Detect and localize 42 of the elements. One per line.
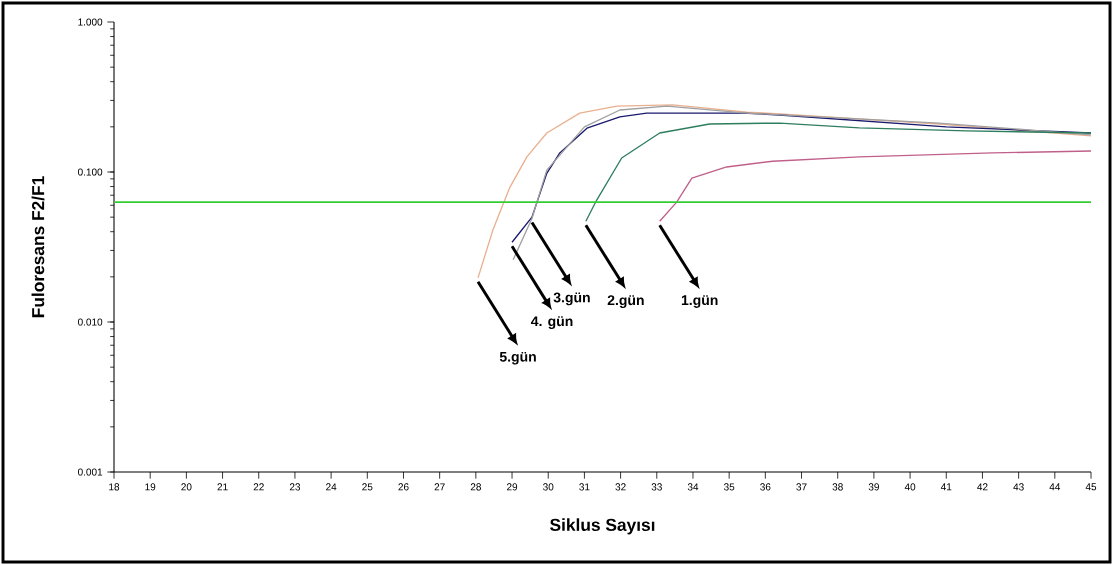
- x-tick-label: 25: [362, 483, 373, 491]
- x-tick-label: 38: [832, 483, 843, 491]
- x-tick-label: 24: [326, 483, 337, 491]
- x-tick-label: 34: [687, 483, 699, 491]
- y-tick-label: 0.010: [78, 318, 103, 326]
- x-tick-label: 44: [1049, 483, 1061, 491]
- x-tick-label: 28: [470, 483, 481, 491]
- x-tick-label: 21: [217, 483, 228, 491]
- x-tick-label: 39: [868, 483, 879, 491]
- x-tick-label: 36: [760, 483, 771, 491]
- x-tick-label: 37: [796, 483, 807, 491]
- x-tick-label: 27: [434, 483, 445, 491]
- y-tick-label: 0.100: [78, 168, 103, 176]
- y-axis-title: Fuloresans F2/F1: [31, 176, 45, 318]
- annotation: 1.gün: [681, 295, 718, 308]
- x-tick-label: 30: [543, 483, 554, 491]
- x-tick-label: 32: [615, 483, 626, 491]
- line-series: [512, 105, 1092, 261]
- x-tick-label: 41: [940, 483, 952, 491]
- x-tick-label: 19: [145, 483, 156, 491]
- x-tick-label: 29: [506, 483, 518, 491]
- x-tick-label: 31: [579, 483, 590, 491]
- x-tick-label: 40: [904, 483, 916, 491]
- x-tick-label: 23: [289, 483, 301, 491]
- x-tick-label: 43: [1013, 483, 1024, 491]
- x-tick-label: 33: [651, 483, 662, 491]
- x-tick-label: 45: [1085, 483, 1097, 491]
- y-tick-label: 1.000: [78, 18, 103, 26]
- x-axis-title: Siklus Sayısı: [550, 518, 655, 535]
- x-tick-label: 20: [181, 483, 192, 491]
- x-tick-label: 26: [398, 483, 409, 491]
- annotation: 3.gün: [553, 292, 590, 306]
- annotation: 4. gün: [530, 316, 573, 329]
- x-tick-label: 35: [723, 483, 735, 491]
- annotation: 5.gün: [499, 351, 536, 365]
- y-tick-label: 0.001: [78, 468, 103, 476]
- annotation: 2.gün: [607, 295, 644, 308]
- x-tick-label: 42: [977, 483, 988, 491]
- x-tick-label: 18: [109, 483, 120, 491]
- line-series: [659, 150, 1092, 222]
- line-series: [585, 122, 1092, 222]
- x-tick-label: 22: [253, 483, 264, 491]
